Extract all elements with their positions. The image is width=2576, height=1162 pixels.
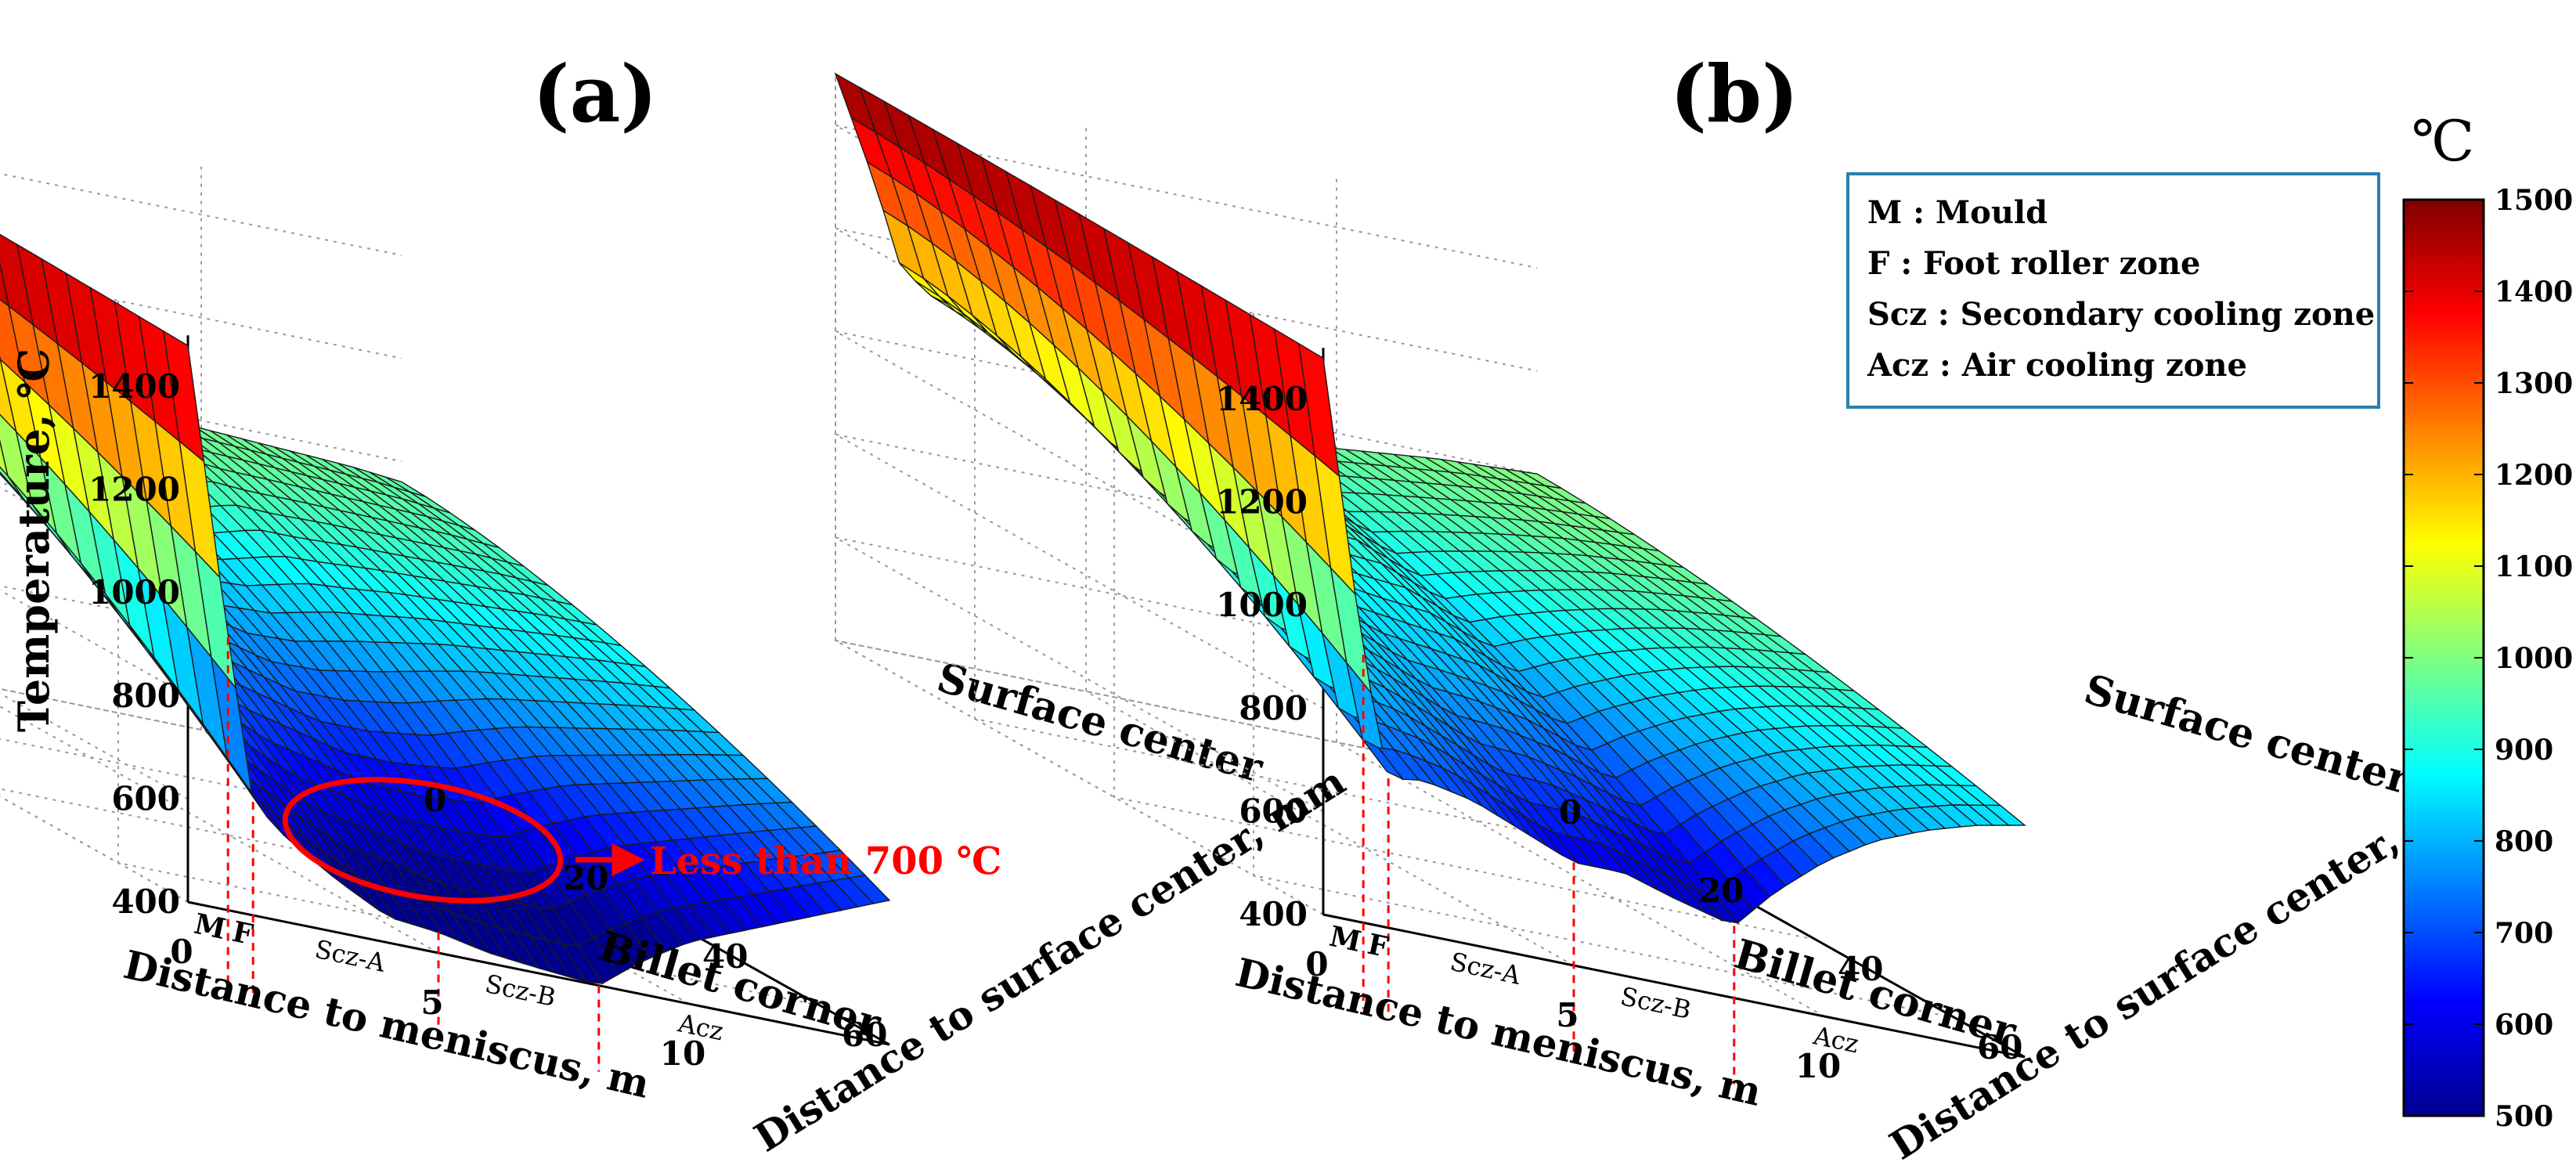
panel-b-ticks: 400 600 800 1000 1200 1400 0 5 10 0 20 40 60 xyxy=(1216,380,2022,1085)
z-tick-label: 800 xyxy=(111,677,180,715)
y-gridline xyxy=(835,74,1538,784)
colorbar-tick-label: 500 xyxy=(2495,1100,2553,1133)
panel-a-far-label: Surface center xyxy=(932,654,1268,792)
colorbar-tick-label: 900 xyxy=(2495,734,2553,767)
z-tick-label: 800 xyxy=(1239,689,1308,727)
panel-a-zlabel: Temperature, ℃ xyxy=(9,348,59,732)
z-tick-label: 600 xyxy=(1239,792,1308,830)
y-tick-label: 0 xyxy=(1559,793,1582,832)
colorbar: ℃ 500 600 700 800 900 1000 1100 1200 1300 1400 150… xyxy=(2402,108,2573,1133)
y-tick-label: 40 xyxy=(1838,950,1883,988)
panel-b-label: (b) xyxy=(1670,48,1799,140)
z-tick-label: 1400 xyxy=(88,367,180,406)
surface-cell xyxy=(848,874,891,904)
colorbar-tick-label: 1400 xyxy=(2495,276,2573,309)
z-tick-label: 400 xyxy=(1239,895,1308,933)
z-tick-label: 1000 xyxy=(88,573,180,612)
colorbar-tick-label: 1100 xyxy=(2495,550,2573,583)
surface-cell xyxy=(1983,804,2026,826)
colorbar-tick-label: 1300 xyxy=(2495,367,2573,400)
x-tick-label: 0 xyxy=(170,933,193,971)
x-tick-label: 5 xyxy=(1556,996,1578,1034)
zone-legend: M : Mould F : Foot roller zone Scz : Sec… xyxy=(1846,172,2380,409)
legend-item-foot-roller: F : Foot roller zone xyxy=(1867,245,2201,282)
z-tick-label: 1400 xyxy=(1216,380,1308,418)
colorbar-tick-label: 1200 xyxy=(2495,459,2573,492)
colorbar-tick-label: 1500 xyxy=(2495,184,2573,217)
panel-b-surface xyxy=(834,72,2026,924)
z-tick-label: 1000 xyxy=(1216,586,1308,624)
colorbar-tick-label: 1000 xyxy=(2495,642,2573,675)
colorbar-gradient xyxy=(2402,198,2485,1117)
z-tick-label: 400 xyxy=(111,882,180,921)
z-tick-label: 1200 xyxy=(88,471,180,509)
y-tick-label: 20 xyxy=(1698,872,1744,910)
z-tick-label: 1200 xyxy=(1216,483,1308,521)
x-tick-label: 5 xyxy=(420,983,443,1022)
x-axis-line xyxy=(187,900,890,1046)
colorbar-tick-label: 700 xyxy=(2495,917,2553,950)
zone-label: M xyxy=(1326,920,1364,958)
legend-item-mould: M : Mould xyxy=(1867,194,2047,231)
y-tick-label: 40 xyxy=(702,937,748,976)
y-gridline xyxy=(974,152,1677,862)
low-temp-ellipse xyxy=(282,777,564,904)
z-tick-label: 600 xyxy=(111,779,180,817)
y-tick-label: 60 xyxy=(842,1016,887,1054)
y-tick-label: 60 xyxy=(1977,1028,2022,1066)
zone-label: M xyxy=(191,908,229,946)
y-tick-label: 20 xyxy=(563,859,608,897)
colorbar-unit: ℃ xyxy=(2412,108,2475,174)
x-tick-label: 10 xyxy=(1795,1047,1841,1085)
panel-b-far-label: Surface center xyxy=(2079,666,2415,804)
x-axis-line xyxy=(1322,913,2026,1059)
panel-a-label: (a) xyxy=(532,48,657,140)
colorbar-tick-label: 800 xyxy=(2495,825,2553,858)
legend-item-air-cooling: Acz : Air cooling zone xyxy=(1867,347,2247,384)
annotation-text: Less than 700 ℃ xyxy=(650,839,1001,883)
zone-label: F xyxy=(1365,928,1391,964)
legend-item-secondary-cooling: Scz : Secondary cooling zone xyxy=(1867,296,2375,333)
zone-legend-box xyxy=(1846,172,2380,409)
x-tick-label: 10 xyxy=(660,1034,705,1073)
y-gridline xyxy=(117,296,821,1006)
y-gridline xyxy=(1113,230,1817,940)
colorbar-ticks: 500 600 700 800 900 1000 1100 1200 1300 1400 1500 xyxy=(2404,184,2573,1133)
panel-b-near-label: Billet corner xyxy=(1729,930,2021,1056)
x-tick-label: 0 xyxy=(1305,945,1328,983)
panel-a-surface xyxy=(0,233,891,984)
y-gridline xyxy=(1253,309,1956,1019)
colorbar-tick-label: 600 xyxy=(2495,1009,2553,1041)
